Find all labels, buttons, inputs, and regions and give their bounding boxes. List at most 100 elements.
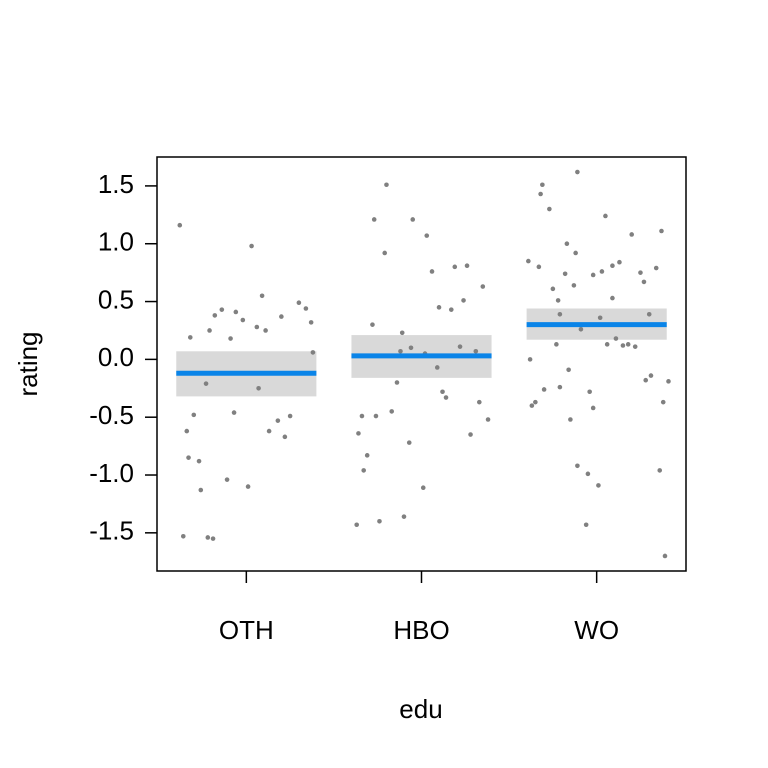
- y-tick-label: -0.5: [89, 400, 134, 430]
- data-point: [434, 365, 440, 370]
- data-point: [356, 431, 361, 436]
- data-point: [613, 336, 619, 341]
- data-point: [533, 399, 538, 405]
- data-point: [632, 344, 638, 349]
- data-point: [389, 409, 395, 414]
- data-point: [461, 298, 466, 303]
- data-point: [527, 357, 533, 362]
- data-point: [436, 305, 442, 310]
- data-point: [585, 471, 591, 477]
- data-point: [210, 536, 216, 541]
- data-point: [275, 418, 281, 423]
- data-point: [590, 272, 596, 278]
- data-point: [571, 283, 577, 288]
- data-point: [308, 320, 314, 325]
- data-point: [279, 314, 284, 319]
- data-point: [440, 389, 445, 395]
- y-tick-label: 0.0: [98, 342, 134, 372]
- data-point: [646, 311, 652, 317]
- data-point: [196, 458, 202, 464]
- data-point: [408, 345, 414, 351]
- data-point: [424, 233, 430, 238]
- data-point: [354, 522, 359, 528]
- data-point: [406, 440, 412, 445]
- y-tick-label: 0.5: [98, 284, 134, 314]
- data-point: [526, 258, 531, 264]
- data-point: [228, 336, 233, 341]
- data-point: [641, 279, 647, 285]
- data-point: [660, 399, 666, 405]
- data-point: [617, 259, 622, 265]
- data-point: [282, 434, 288, 440]
- data-point: [224, 477, 230, 482]
- data-point: [212, 313, 218, 318]
- y-axis-label: rating: [13, 331, 43, 396]
- data-point: [249, 243, 254, 249]
- data-point: [604, 342, 610, 347]
- data-point: [648, 373, 654, 378]
- x-tick-label: OTH: [219, 615, 274, 645]
- data-point: [364, 453, 370, 458]
- data-point: [266, 428, 272, 434]
- data-point: [564, 241, 570, 247]
- data-point: [541, 387, 547, 392]
- data-point: [583, 522, 589, 528]
- data-point: [457, 344, 463, 349]
- x-axis-label: edu: [399, 694, 442, 724]
- data-point: [296, 300, 302, 306]
- data-point: [590, 405, 596, 411]
- data-point: [625, 342, 631, 347]
- data-point: [205, 535, 211, 540]
- data-point: [557, 384, 563, 390]
- data-point: [599, 269, 605, 274]
- data-point: [191, 412, 197, 418]
- data-point: [303, 306, 309, 311]
- y-tick-label: -1.5: [89, 516, 134, 546]
- data-point: [398, 348, 403, 354]
- data-point: [452, 264, 458, 270]
- data-point: [587, 389, 592, 395]
- data-point: [394, 380, 400, 385]
- y-tick-label: 1.0: [98, 227, 134, 257]
- data-point: [557, 311, 563, 317]
- data-point: [233, 309, 239, 315]
- data-point: [448, 307, 454, 312]
- data-point: [254, 324, 260, 330]
- data-point: [186, 455, 191, 460]
- data-point: [610, 295, 615, 301]
- data-point: [480, 284, 486, 289]
- y-tick-label: 1.5: [98, 169, 134, 199]
- data-point: [373, 413, 379, 419]
- data-point: [555, 298, 561, 303]
- data-point: [547, 206, 552, 212]
- data-point: [596, 483, 601, 488]
- data-point: [468, 432, 473, 437]
- data-point: [597, 315, 603, 321]
- data-point: [538, 191, 543, 197]
- data-point: [578, 327, 584, 332]
- data-point: [180, 534, 186, 539]
- data-point: [259, 293, 265, 299]
- data-point: [177, 222, 183, 228]
- data-point: [464, 263, 470, 269]
- data-point: [529, 403, 535, 408]
- data-point: [629, 232, 634, 237]
- data-point: [219, 307, 225, 312]
- data-point: [384, 182, 389, 188]
- data-point: [638, 270, 643, 275]
- y-tick-label: -1.0: [89, 458, 134, 488]
- data-point: [231, 410, 237, 415]
- data-point: [420, 485, 426, 491]
- data-point: [666, 379, 671, 384]
- data-point: [187, 335, 193, 340]
- data-point: [643, 377, 649, 383]
- data-point: [610, 263, 615, 269]
- data-point: [620, 343, 626, 348]
- data-point: [401, 514, 407, 519]
- plot-frame: [156, 156, 687, 572]
- data-point: [184, 428, 190, 434]
- data-point: [245, 484, 251, 489]
- data-point: [550, 286, 556, 292]
- data-point: [540, 182, 545, 188]
